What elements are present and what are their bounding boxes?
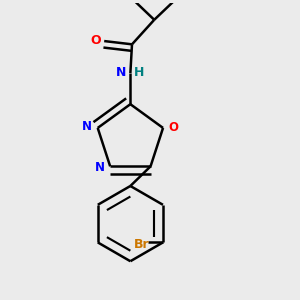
Text: Br: Br	[134, 238, 149, 250]
Text: H: H	[134, 66, 145, 79]
Text: O: O	[169, 121, 178, 134]
Text: N: N	[116, 66, 126, 79]
Text: O: O	[91, 34, 101, 47]
Text: N: N	[82, 120, 92, 133]
Text: N: N	[95, 161, 105, 174]
